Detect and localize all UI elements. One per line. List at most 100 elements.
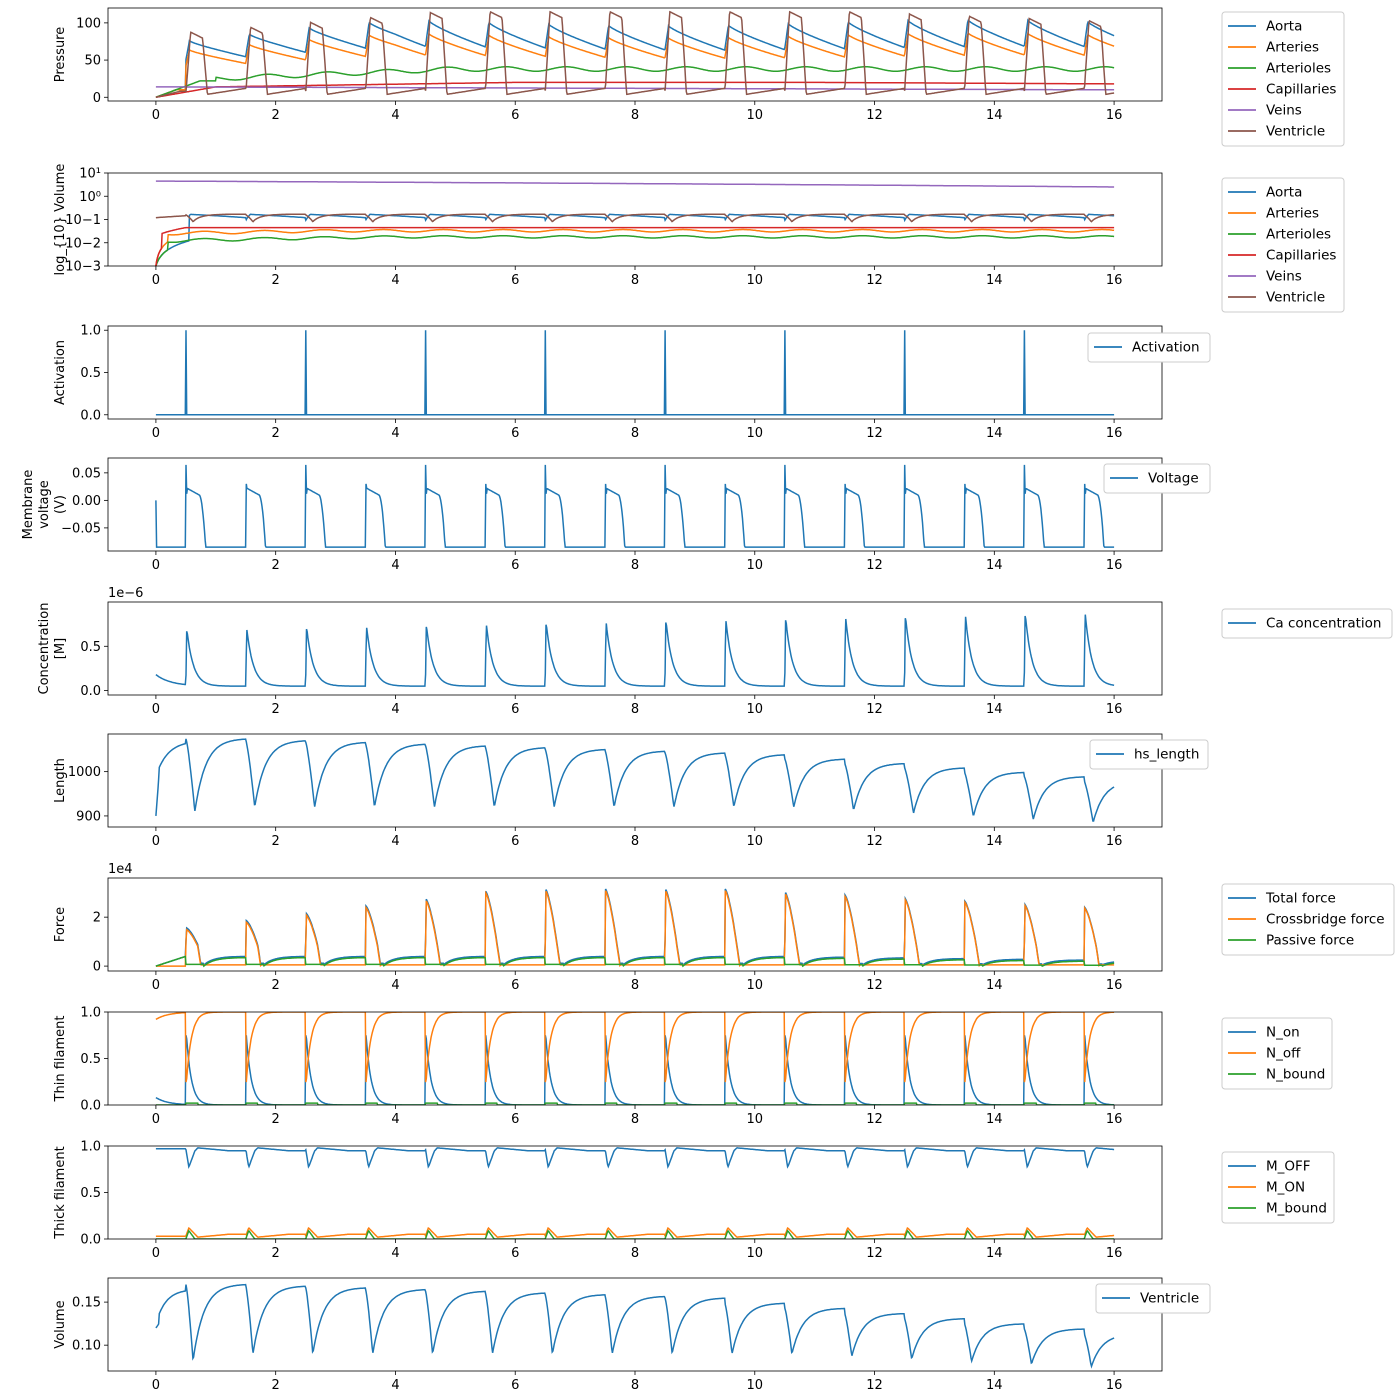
series-line (155, 10, 1115, 99)
y-tick-label: 10¹ (79, 167, 101, 182)
y-axis-label: Force (53, 907, 68, 942)
x-tick-label: 10 (746, 834, 763, 849)
axes-frame (107, 1277, 1163, 1372)
y-axis-label: voltage (37, 480, 52, 529)
legend-label: hs_length (1134, 747, 1199, 763)
x-tick-label: 10 (746, 1378, 763, 1393)
x-tick-label: 8 (631, 978, 639, 993)
x-tick-label: 6 (511, 1246, 519, 1261)
series-line (155, 1102, 1115, 1105)
axes-frame (107, 457, 1163, 552)
x-tick-label: 8 (631, 1378, 639, 1393)
series-line (155, 738, 1115, 822)
axes-frame (107, 733, 1163, 828)
legend-box (1221, 1017, 1333, 1090)
y-tick-label: 0.05 (72, 466, 101, 481)
x-tick-label: 4 (391, 1246, 399, 1261)
x-tick-label: 8 (631, 834, 639, 849)
x-tick-label: 14 (986, 426, 1003, 441)
x-tick-label: 16 (1106, 1112, 1123, 1127)
x-tick-label: 16 (1106, 558, 1123, 573)
axes-frame (107, 325, 1163, 420)
x-tick-label: 6 (511, 108, 519, 123)
x-tick-label: 14 (986, 558, 1003, 573)
y-tick-label: 2 (93, 911, 101, 926)
x-tick-label: 14 (986, 834, 1003, 849)
y-axis-label: log_{10} Volume (53, 164, 68, 276)
x-tick-label: 2 (272, 108, 280, 123)
x-tick-label: 4 (391, 1112, 399, 1127)
legend-label: N_bound (1266, 1067, 1325, 1083)
y-tick-label: 0.10 (72, 1339, 101, 1354)
x-tick-label: 10 (746, 978, 763, 993)
x-tick-label: 0 (152, 1378, 160, 1393)
axes-frame (107, 1011, 1163, 1106)
x-tick-label: 16 (1106, 834, 1123, 849)
legend-label: Veins (1266, 269, 1302, 285)
x-tick-label: 10 (746, 1112, 763, 1127)
y-tick-label: 0.0 (80, 684, 101, 699)
y-tick-label: 0.5 (80, 1186, 101, 1201)
x-tick-label: 0 (152, 558, 160, 573)
y-tick-label: 10−3 (65, 260, 101, 275)
chart-panel: 0 2 4 6 8 10 12 14 16 0.10 0.15 Volume Ventricle (53, 1277, 1211, 1393)
x-tick-label: 10 (746, 702, 763, 717)
y-tick-label: 0.0 (80, 1233, 101, 1248)
legend-label: N_on (1266, 1025, 1300, 1041)
y-tick-label: 50 (84, 54, 101, 69)
y-axis-label: Length (53, 758, 68, 803)
x-tick-label: 14 (986, 978, 1003, 993)
x-tick-label: 0 (152, 426, 160, 441)
legend-label: Capillaries (1266, 82, 1336, 98)
x-tick-label: 0 (152, 702, 160, 717)
axes-frame (107, 601, 1163, 696)
x-tick-label: 12 (866, 1112, 883, 1127)
x-tick-label: 12 (866, 273, 883, 288)
x-tick-label: 4 (391, 834, 399, 849)
series-line (155, 226, 1115, 266)
chart-panel: 0 2 4 6 8 10 12 14 16 0.0 0.5 1.0 Activation Activati… (53, 324, 1211, 441)
y-axis-label: Volume (53, 1300, 68, 1348)
axes-frame (107, 172, 1163, 267)
x-tick-label: 8 (631, 273, 639, 288)
x-tick-label: 0 (152, 1112, 160, 1127)
x-tick-label: 12 (866, 108, 883, 123)
x-tick-label: 8 (631, 108, 639, 123)
legend-label: Aorta (1266, 19, 1302, 35)
legend-label: Voltage (1148, 471, 1199, 487)
series-line (155, 614, 1115, 687)
y-tick-label: 10⁰ (79, 190, 101, 205)
x-tick-label: 2 (272, 978, 280, 993)
x-tick-label: 2 (272, 1112, 280, 1127)
y-tick-label: 1.0 (80, 1006, 101, 1021)
series-line (155, 330, 1115, 416)
x-tick-label: 2 (272, 1246, 280, 1261)
x-tick-label: 10 (746, 558, 763, 573)
legend-label: Arteries (1266, 206, 1319, 222)
x-tick-label: 16 (1106, 426, 1123, 441)
x-tick-label: 6 (511, 702, 519, 717)
x-tick-label: 4 (391, 108, 399, 123)
y-tick-label: −0.05 (61, 521, 101, 536)
series-line (155, 180, 1115, 188)
x-tick-label: 10 (746, 273, 763, 288)
axis-offset-text: 1e−6 (108, 586, 143, 601)
x-tick-label: 0 (152, 834, 160, 849)
x-tick-label: 2 (272, 426, 280, 441)
chart-panel: 0 2 4 6 8 10 12 14 16 0.0 0.5 1e−6 Concentration [M] C… (37, 586, 1393, 717)
x-tick-label: 6 (511, 834, 519, 849)
legend-label: Ca concentration (1266, 616, 1382, 632)
legend-box (1221, 883, 1395, 956)
x-tick-label: 10 (746, 108, 763, 123)
x-tick-label: 14 (986, 1246, 1003, 1261)
x-tick-label: 14 (986, 702, 1003, 717)
x-tick-label: 8 (631, 1112, 639, 1127)
chart-panel: 0 2 4 6 8 10 12 14 16 0.0 0.5 1.0 Thin filament N_on N… (53, 1006, 1333, 1127)
y-tick-label: 0.5 (80, 366, 101, 381)
x-tick-label: 4 (391, 978, 399, 993)
chart-panel: 0 2 4 6 8 10 12 14 16 −0.05 0.00 0.05 Membrane voltag… (21, 457, 1211, 573)
legend-label: Ventricle (1266, 124, 1325, 140)
legend-label: Passive force (1266, 933, 1354, 949)
x-tick-label: 0 (152, 108, 160, 123)
